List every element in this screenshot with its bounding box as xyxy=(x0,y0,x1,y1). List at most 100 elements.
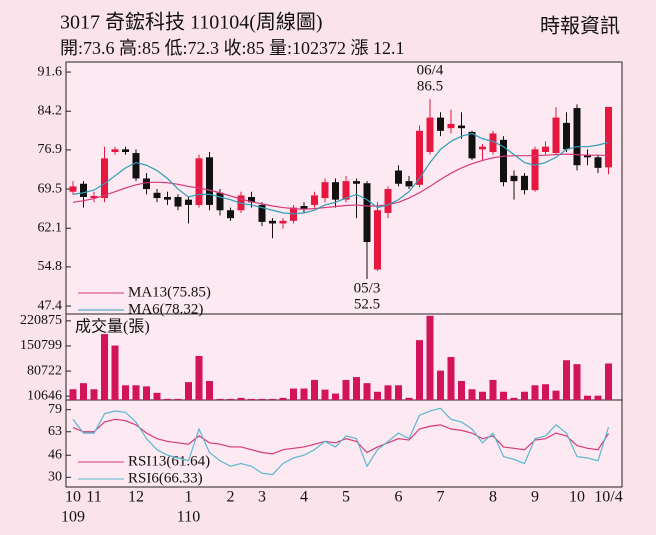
candle-body xyxy=(500,139,507,183)
volume-bar xyxy=(605,363,612,400)
x-tick-label: 1 xyxy=(185,489,193,506)
candle-body xyxy=(132,153,140,179)
x-tick-label: 10/4 xyxy=(594,489,622,506)
volume-bar xyxy=(195,355,203,400)
x-tick-label: 2 xyxy=(227,489,235,506)
volume-bar xyxy=(468,389,476,400)
candle-body xyxy=(363,183,371,242)
volume-bar xyxy=(227,398,234,400)
candle-body xyxy=(311,195,318,205)
x-tick-label: 7 xyxy=(437,489,445,506)
volume-bar xyxy=(510,397,518,400)
candle-body xyxy=(594,157,602,168)
y-tick-label: 46 xyxy=(48,447,62,462)
volume-bar xyxy=(416,340,423,400)
volume-bar xyxy=(374,391,381,400)
line xyxy=(72,132,609,215)
volume-bar xyxy=(269,398,276,400)
volume-bar xyxy=(300,388,308,400)
candle-body xyxy=(405,181,413,187)
candle-body xyxy=(269,220,276,224)
volume-bar xyxy=(311,379,318,400)
candle-body xyxy=(468,131,476,159)
volume-bar xyxy=(80,383,87,400)
candle-body xyxy=(447,123,455,129)
volume-bar xyxy=(363,383,371,400)
panel-title: 成交量(張) xyxy=(75,318,150,336)
volume-bar xyxy=(164,398,171,400)
candle-body xyxy=(479,146,486,150)
annotation-value: 52.5 xyxy=(354,296,380,312)
candle-body xyxy=(321,182,329,199)
volume-bar xyxy=(248,398,255,400)
candle-body xyxy=(227,210,234,219)
candle-body xyxy=(384,189,392,213)
volume-bar xyxy=(279,397,287,400)
volume-bar xyxy=(90,389,98,400)
x-tick-label: 12 xyxy=(128,489,144,506)
candle-body xyxy=(542,146,549,152)
volume-bar xyxy=(206,381,213,400)
y-tick-label: 91.6 xyxy=(38,64,63,79)
x-tick-label: 3 xyxy=(258,489,266,506)
volume-bar xyxy=(69,389,77,400)
volume-bar xyxy=(342,379,350,400)
y-tick-label: 84.2 xyxy=(38,103,63,118)
y-tick-label: 30 xyxy=(48,470,62,485)
volume-bar xyxy=(426,315,434,400)
candle-body xyxy=(69,186,77,192)
volume-bar xyxy=(143,386,150,400)
y-tick-label: 62.1 xyxy=(38,220,63,235)
candle-body xyxy=(374,210,381,270)
volume-bar xyxy=(584,395,591,400)
y-tick-label: 150799 xyxy=(20,338,62,353)
x-tick-sublabel: 109 xyxy=(61,509,85,526)
volume-bar xyxy=(174,398,182,400)
volume-bar xyxy=(594,395,602,400)
candle-body xyxy=(206,157,213,205)
volume-bar xyxy=(437,370,444,400)
x-tick-label: 8 xyxy=(489,489,497,506)
candle-body xyxy=(300,206,308,209)
candle-body xyxy=(195,158,203,205)
candle-body xyxy=(279,220,287,224)
candle-body xyxy=(216,192,224,211)
y-tick-label: 54.8 xyxy=(38,259,63,274)
candle-body xyxy=(111,149,119,152)
volume-bar xyxy=(132,385,140,400)
x-tick-label: 11 xyxy=(86,489,101,506)
volume-bar xyxy=(395,385,402,400)
volume-bar xyxy=(101,334,108,400)
candle-body xyxy=(80,183,87,197)
volume-bar xyxy=(521,391,528,400)
candle-body xyxy=(584,154,591,158)
volume-bar xyxy=(290,388,297,400)
candle-body xyxy=(605,107,612,168)
annotation-date: 05/3 xyxy=(354,280,381,296)
y-tick-label: 79 xyxy=(48,402,62,417)
candle-body xyxy=(174,197,182,207)
candle-body xyxy=(143,178,150,190)
source: 時報資訊 xyxy=(540,15,620,38)
y-tick-label: 80722 xyxy=(27,363,62,378)
candle-body xyxy=(395,170,402,184)
candle-body xyxy=(458,125,465,129)
volume-bar xyxy=(353,377,360,400)
volume-bar xyxy=(111,345,119,400)
candle-body xyxy=(521,175,528,191)
candle-body xyxy=(510,175,518,182)
volume-bar xyxy=(258,398,266,400)
volume-bar xyxy=(153,392,161,400)
volume-bar xyxy=(479,391,486,400)
candle-body xyxy=(342,181,350,200)
y-tick-label: 63 xyxy=(48,424,62,439)
volume-bar xyxy=(573,364,581,400)
annotation-date: 06/4 xyxy=(417,62,444,78)
candle-body xyxy=(573,108,581,166)
candle-body xyxy=(332,182,339,200)
candle-body xyxy=(563,122,570,150)
volume-bar xyxy=(500,391,507,400)
volume-bar xyxy=(552,390,560,400)
candle-body xyxy=(185,199,192,205)
